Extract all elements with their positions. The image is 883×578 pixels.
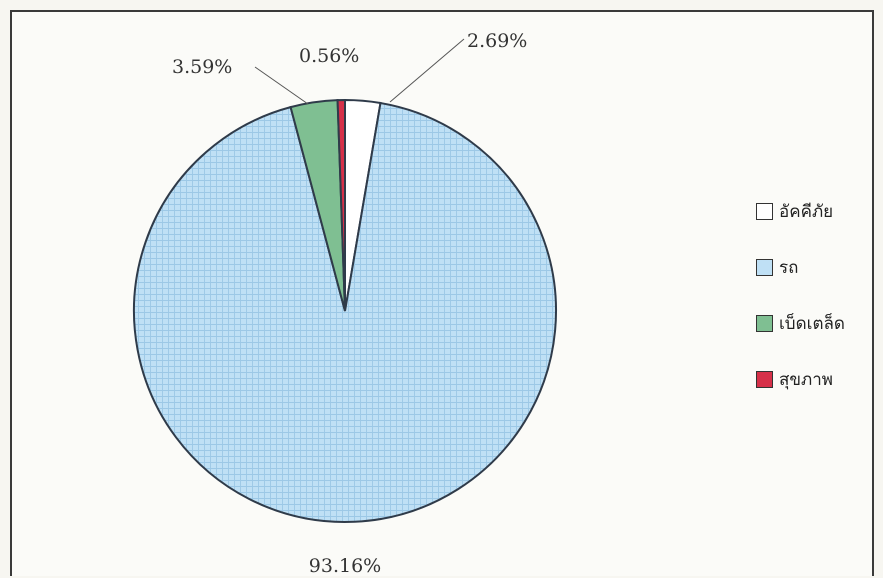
leader-line [254,66,309,105]
legend-swatch [756,259,773,276]
legend-swatch [756,203,773,220]
value-label-health: 0.56% [299,45,359,67]
legend-item-miscellaneous: เบ็ดเตล็ด [756,310,845,337]
slice-vehicle [133,101,557,523]
legend-label: เบ็ดเตล็ด [779,314,845,334]
legend-swatch [756,315,773,332]
value-label-fire: 2.69% [467,30,527,52]
value-label-miscellaneous: 3.59% [172,56,232,78]
legend-label: อัคคีภัย [779,202,834,222]
legend-item-health: สุขภาพ [756,366,833,393]
legend-label: รถ [779,258,799,278]
legend-item-fire: อัคคีภัย [756,198,833,225]
legend-label: สุขภาพ [779,370,833,390]
leader-line [389,38,465,103]
legend-item-vehicle: รถ [756,254,798,281]
slice-health [336,98,346,312]
pie-chart: 2.69% 93.16% 3.59% 0.56% [133,30,557,577]
chart-frame: 2.69% 93.16% 3.59% 0.56% อัคคีภัยรถเบ็ดเตล็… [10,10,874,577]
value-label-vehicle: 93.16% [309,555,381,577]
legend-swatch [756,371,773,388]
